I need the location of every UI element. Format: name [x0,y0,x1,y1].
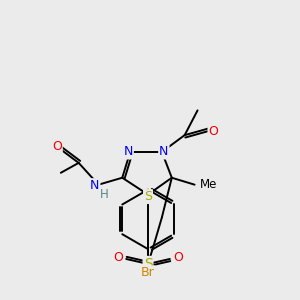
Text: O: O [113,251,123,265]
Text: Br: Br [141,266,155,279]
Text: N: N [124,146,133,158]
Text: S: S [144,190,152,203]
Text: O: O [208,125,218,138]
Text: Me: Me [200,178,217,191]
Text: O: O [52,140,62,152]
Text: S: S [144,257,152,271]
Text: O: O [173,251,183,265]
Text: N: N [90,179,100,192]
Text: H: H [100,188,109,201]
Text: N: N [159,146,169,158]
